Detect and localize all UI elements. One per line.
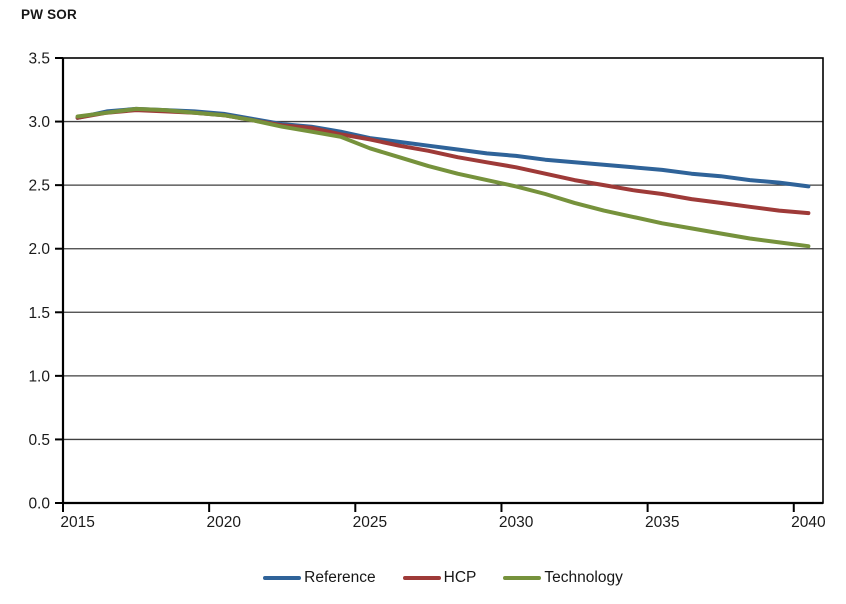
y-tick-label: 2.5 [28, 178, 50, 195]
y-tick-label: 2.0 [28, 241, 50, 258]
y-tick-label: 0.5 [28, 432, 50, 449]
legend-label-reference: Reference [304, 569, 376, 586]
legend-swatch-hcp [402, 576, 441, 580]
legend-item-reference: Reference [263, 569, 376, 587]
series-line-hcp [75, 108, 811, 216]
legend-label-hcp: HCP [443, 569, 477, 586]
legend-swatch-technology [503, 576, 542, 580]
series-line-reference [75, 106, 811, 189]
x-tick-label: 2015 [60, 514, 94, 531]
y-tick-label: 1.0 [28, 368, 50, 385]
x-tick-label: 2040 [791, 514, 826, 531]
legend-swatch-reference [263, 576, 302, 580]
plot-border [62, 57, 824, 504]
series-line-technology [75, 106, 811, 249]
chart-title: PW SOR [21, 7, 77, 22]
y-tick-label: 1.5 [28, 305, 50, 322]
x-tick-label: 2025 [353, 514, 387, 531]
y-tick-label: 3.5 [28, 51, 50, 68]
y-tick-label: 0.0 [28, 496, 50, 513]
x-tick-label: 2030 [499, 514, 534, 531]
legend-label-technology: Technology [544, 569, 623, 586]
x-tick-label: 2035 [645, 514, 679, 531]
legend-item-technology: Technology [503, 569, 623, 587]
chart-legend: Reference HCP Technology [40, 565, 846, 591]
x-tick-label: 2020 [207, 514, 242, 531]
y-tick-label: 3.0 [28, 114, 50, 131]
legend-item-hcp: HCP [402, 569, 477, 587]
